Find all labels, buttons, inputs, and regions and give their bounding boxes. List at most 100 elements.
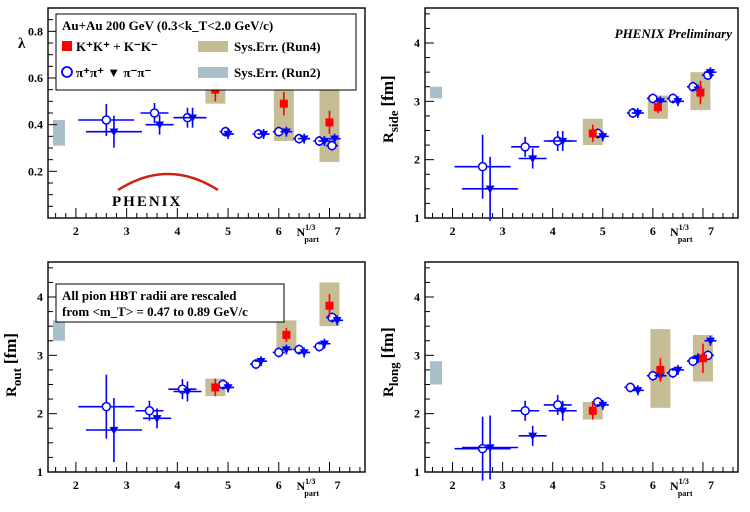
legend-run4-label: Sys.Err. (Run4) — [234, 39, 321, 54]
pion-minus-point — [256, 358, 266, 366]
kaon-point — [656, 365, 665, 374]
x-tick-label: 4 — [174, 224, 180, 238]
pion-minus-point — [598, 133, 608, 141]
pion-minus-point — [259, 130, 269, 139]
kaon-point — [325, 301, 334, 310]
phenix-preliminary-label: PHENIX Preliminary — [615, 26, 733, 41]
x-axis-label-n: N — [670, 225, 679, 239]
phenix-logo-arc — [117, 172, 219, 192]
pion-plus-point — [251, 359, 261, 369]
run2-sys-band — [430, 86, 442, 99]
pion-minus-point — [332, 317, 342, 325]
panel-lambda: 2 3 4 5 6 7 N1/3 part 0.2 0.4 0.6 0.8λ Au+Au 200 GeV… — [18, 7, 366, 244]
x-tick-label: 3 — [124, 478, 130, 492]
pion-plus-point — [274, 347, 284, 358]
pion-minus-point — [299, 349, 309, 357]
run2-sys-band — [430, 361, 442, 385]
pion-plus-point — [101, 115, 112, 125]
x-tick-label: 7 — [708, 478, 714, 492]
kaon-point — [588, 129, 597, 138]
legend: Au+Au 200 GeV (0.3<k_T<2.0 GeV/c) K⁺K⁺ + … — [55, 13, 357, 91]
x-tick-label: 5 — [225, 478, 231, 492]
pion-minus-point — [705, 69, 715, 77]
legend-run2-swatch — [198, 67, 228, 78]
pion-minus-point — [299, 135, 309, 144]
pion-minus-point — [330, 135, 340, 144]
pion-minus-point — [223, 130, 233, 139]
x-axis-label-n: N — [296, 225, 305, 239]
y-axis-label: λ — [18, 36, 26, 52]
legend-kaon-label: K⁺K⁺ + K⁻K⁻ — [76, 39, 158, 54]
x-tick-label: 4 — [550, 478, 556, 492]
plot-frame — [424, 7, 739, 219]
pion-minus-point — [281, 346, 291, 354]
x-axis-label-sub: part — [678, 235, 693, 244]
pion-plus-point — [144, 406, 155, 416]
pion-plus-point — [477, 161, 488, 172]
x-tick-label: 7 — [334, 478, 340, 492]
kaon-point — [696, 88, 705, 97]
x-tick-label: 4 — [550, 224, 556, 238]
y-tick-label: 0.2 — [28, 164, 43, 178]
x-axis-label-exp: 1/3 — [305, 477, 315, 486]
pion-minus-point — [319, 137, 329, 146]
y-tick-label: 2 — [37, 407, 43, 421]
y-tick-label: 0.4 — [28, 118, 43, 132]
x-tick-label: 2 — [73, 224, 79, 238]
x-tick-label: 3 — [500, 478, 506, 492]
x-axis-label: N1/3 part — [296, 477, 319, 498]
y-tick-label: 0.6 — [28, 71, 43, 85]
x-axis-label-exp: 1/3 — [679, 477, 689, 486]
y-axis-label: Rlong [fm] — [378, 327, 401, 397]
plot-frame — [47, 261, 366, 473]
x-axis-label-sub: part — [304, 489, 319, 498]
pion-minus-point — [109, 426, 119, 435]
pion-minus-point — [281, 128, 291, 137]
y-label-r: R — [4, 386, 20, 397]
pion-minus-point — [155, 121, 165, 130]
kaon-point — [325, 118, 334, 127]
pion-minus-point — [705, 337, 715, 346]
y-tick-label: 2 — [414, 153, 420, 167]
legend-run4-swatch — [198, 41, 228, 52]
pion-plus-point — [552, 400, 563, 410]
plot-frame — [424, 261, 739, 473]
y-tick-label: 4 — [414, 36, 420, 50]
y-tick-label: 1 — [414, 465, 420, 479]
rescale-note-line: All pion HBT radii are rescaled — [62, 288, 237, 303]
y-tick-label: 1 — [37, 465, 43, 479]
x-axis-label-n: N — [670, 479, 679, 493]
x-axis-label: N1/3 part — [670, 477, 693, 498]
y-label-sub: out — [9, 367, 24, 386]
x-axis-label: N1/3 part — [296, 223, 319, 244]
x-tick-label: 5 — [600, 224, 606, 238]
legend-pion-label: π⁺π⁺ ▼ π⁻π⁻ — [76, 65, 151, 80]
x-tick-label: 6 — [276, 224, 282, 238]
y-tick-label: 2 — [414, 407, 420, 421]
y-label-sub: side — [386, 110, 401, 132]
phenix-logo-text: PHENIX — [112, 194, 182, 210]
legend-run2-label: Sys.Err. (Run2) — [234, 65, 321, 80]
pion-minus-point — [109, 128, 119, 137]
pion-minus-point — [182, 388, 192, 396]
pion-minus-point — [558, 407, 568, 416]
pion-minus-point — [188, 114, 198, 123]
y-label-r: R — [381, 386, 397, 397]
y-axis-label: Rout [fm] — [1, 333, 24, 397]
phenix-logo: PHENIX — [112, 172, 219, 210]
x-tick-label: 2 — [450, 478, 456, 492]
pion-minus-point — [673, 98, 683, 106]
kaon-point — [588, 406, 597, 415]
pion-plus-point — [314, 341, 325, 352]
pion-minus-point — [319, 340, 329, 349]
pion-minus-point — [633, 109, 643, 118]
pion-plus-point — [520, 142, 530, 152]
x-tick-label: 7 — [708, 224, 714, 238]
y-tick-label: 4 — [414, 290, 420, 304]
y-label-r: R — [381, 132, 397, 143]
pion-minus-point — [528, 432, 538, 441]
pion-plus-point — [520, 406, 530, 416]
pion-minus-point — [485, 185, 495, 194]
pion-minus-point — [673, 366, 683, 375]
